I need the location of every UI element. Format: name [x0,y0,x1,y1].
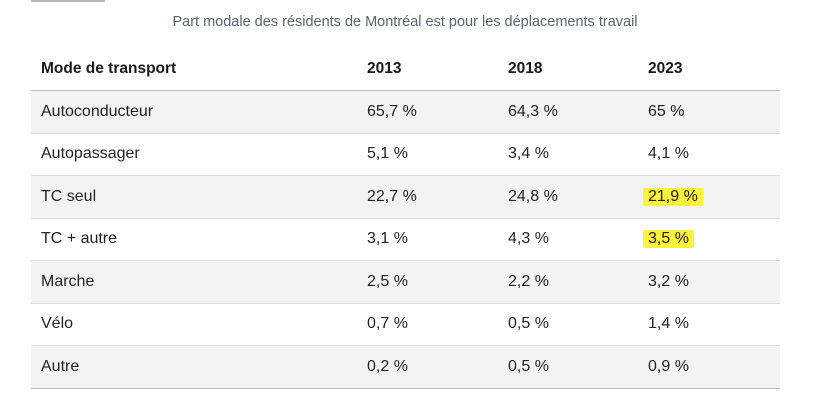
cell-2023: 4,1 % [648,134,694,176]
cell-2023: 0,9 % [648,346,694,388]
cell-mode: Autre [41,357,80,375]
cell-mode: Vélo [41,315,74,333]
table-row: Autre 0,2 % 0,5 % 0,9 % [31,346,780,389]
cell-2018: 0,5 % [508,357,549,375]
cell-2018: 2,2 % [508,272,549,290]
cell-mode: Marche [41,272,95,290]
table-row: Autopassager 5,1 % 3,4 % 4,1 % [31,134,780,176]
table-row: Vélo 0,7 % 0,5 % 1,4 % [31,304,780,346]
table-row: Marche 2,5 % 2,2 % 3,2 % [31,261,780,304]
modal-share-table: Mode de transport 2013 2018 2023 Autocon… [31,47,780,389]
cell-2013: 2,5 % [367,272,408,290]
value-2023: 3,2 % [648,272,689,290]
header-2023: 2023 [648,59,683,77]
cell-mode: Autoconducteur [41,102,154,120]
cell-2023: 1,4 % [648,304,694,346]
cell-2013: 0,2 % [367,357,408,375]
cell-2018: 0,5 % [508,315,549,333]
cell-2013: 5,1 % [367,145,408,163]
value-2023: 21,9 % [643,187,703,206]
cell-mode: Autopassager [41,145,140,163]
cell-2013: 0,7 % [367,315,408,333]
table-caption: Part modale des résidents de Montréal es… [172,14,638,30]
cell-2023: 21,9 % [643,176,703,218]
value-2023: 65 % [648,102,685,120]
cell-2013: 65,7 % [367,102,417,120]
value-2023: 1,4 % [648,315,689,333]
cell-2023: 3,5 % [643,219,694,261]
table-row: TC + autre 3,1 % 4,3 % 3,5 % [31,219,780,261]
table-row: Autoconducteur 65,7 % 64,3 % 65 % [31,91,780,134]
cell-2018: 3,4 % [508,145,549,163]
table-row: TC seul 22,7 % 24,8 % 21,9 % [31,176,780,219]
header-2018: 2018 [508,59,543,77]
cell-2023: 65 % [648,91,689,133]
cell-2018: 64,3 % [508,102,558,120]
cell-mode: TC + autre [41,230,118,248]
table-header-row: Mode de transport 2013 2018 2023 [31,47,780,91]
header-mode: Mode de transport [41,59,177,77]
cell-2023: 3,2 % [648,261,694,303]
top-divider [31,0,105,2]
cell-2013: 22,7 % [367,187,417,205]
value-2023: 3,5 % [643,230,694,249]
cell-mode: TC seul [41,187,97,205]
value-2023: 4,1 % [648,145,689,163]
cell-2018: 4,3 % [508,230,549,248]
cell-2013: 3,1 % [367,230,408,248]
cell-2018: 24,8 % [508,187,558,205]
header-2013: 2013 [367,59,402,77]
value-2023: 0,9 % [648,357,689,375]
